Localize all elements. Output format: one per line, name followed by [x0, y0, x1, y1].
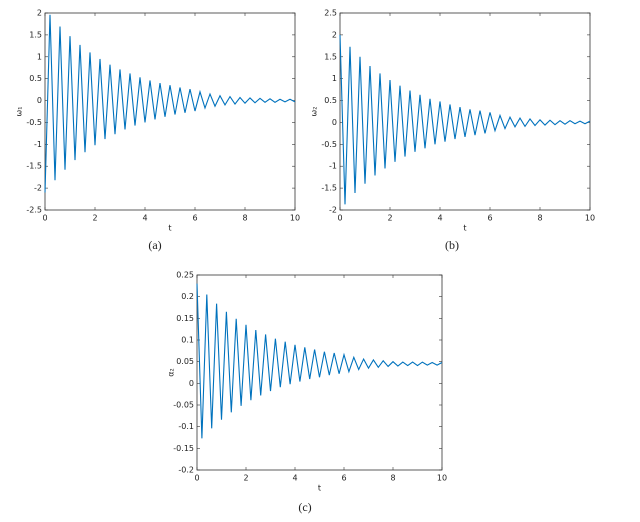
y-tick-label: 2 [332, 30, 337, 39]
y-tick-label: -0.05 [173, 401, 194, 410]
y-tick-label: -0.15 [173, 444, 194, 453]
y-tick-label: -2 [329, 206, 337, 215]
x-tick-label: 8 [537, 214, 542, 223]
y-tick-label: 1 [332, 74, 337, 83]
x-tick-label: 4 [292, 474, 297, 483]
y-tick-label: -0.1 [178, 422, 194, 431]
caption: (a) [148, 238, 161, 252]
y-tick-label: 1 [37, 52, 42, 61]
y-tick-label: 0 [189, 379, 194, 388]
y-tick-label: -2.5 [26, 206, 42, 215]
y-tick-label: -0.5 [26, 118, 42, 127]
x-tick-label: 8 [242, 214, 247, 223]
x-tick-label: 6 [192, 214, 197, 223]
x-tick-label: 2 [387, 214, 392, 223]
data-line [196, 283, 443, 439]
y-tick-label: -1 [34, 140, 42, 149]
y-tick-label: -0.2 [178, 466, 194, 475]
x-tick-label: 2 [243, 474, 248, 483]
data-line [339, 34, 591, 205]
y-tick-label: 1.5 [29, 30, 42, 39]
y-tick-label: 0.2 [181, 292, 194, 301]
caption: (c) [298, 500, 311, 514]
y-tick-label: 0.1 [181, 336, 194, 345]
y-tick-label: 0.05 [176, 357, 194, 366]
x-tick-label: 4 [142, 214, 147, 223]
x-tick-label: 0 [194, 474, 199, 483]
x-tick-label: 0 [337, 214, 342, 223]
y-axis-label: α₂ [167, 368, 176, 376]
plot-box [196, 274, 443, 471]
x-tick-label: 10 [585, 214, 595, 223]
y-tick-label: 2.5 [324, 9, 337, 18]
x-axis-label: t [318, 484, 321, 493]
y-tick-label: -1 [329, 162, 337, 171]
x-tick-label: 8 [390, 474, 395, 483]
x-axis-label: t [463, 224, 466, 233]
y-tick-label: 1.5 [324, 52, 337, 61]
y-axis-label: ω₁ [15, 107, 24, 117]
y-tick-label: 0.5 [324, 96, 337, 105]
data-line [44, 14, 296, 193]
y-tick-label: 2 [37, 9, 42, 18]
y-tick-label: -1.5 [321, 184, 337, 193]
y-axis-label: ω₂ [310, 107, 319, 117]
y-tick-label: -2 [34, 184, 42, 193]
y-tick-label: -0.5 [321, 140, 337, 149]
x-tick-label: 10 [290, 214, 300, 223]
y-tick-label: 0.5 [29, 74, 42, 83]
x-axis-label: t [168, 224, 171, 233]
y-tick-label: -1.5 [26, 162, 42, 171]
plot-box [339, 12, 591, 211]
y-tick-label: 0.25 [176, 271, 194, 280]
x-tick-label: 6 [487, 214, 492, 223]
plot-box [44, 12, 296, 211]
y-tick-label: 0.15 [176, 314, 194, 323]
x-tick-label: 0 [42, 214, 47, 223]
caption: (b) [445, 238, 459, 252]
y-tick-label: 0 [37, 96, 42, 105]
x-tick-label: 10 [437, 474, 447, 483]
y-tick-label: 0 [332, 118, 337, 127]
x-tick-label: 4 [437, 214, 442, 223]
x-tick-label: 6 [341, 474, 346, 483]
x-tick-label: 2 [92, 214, 97, 223]
